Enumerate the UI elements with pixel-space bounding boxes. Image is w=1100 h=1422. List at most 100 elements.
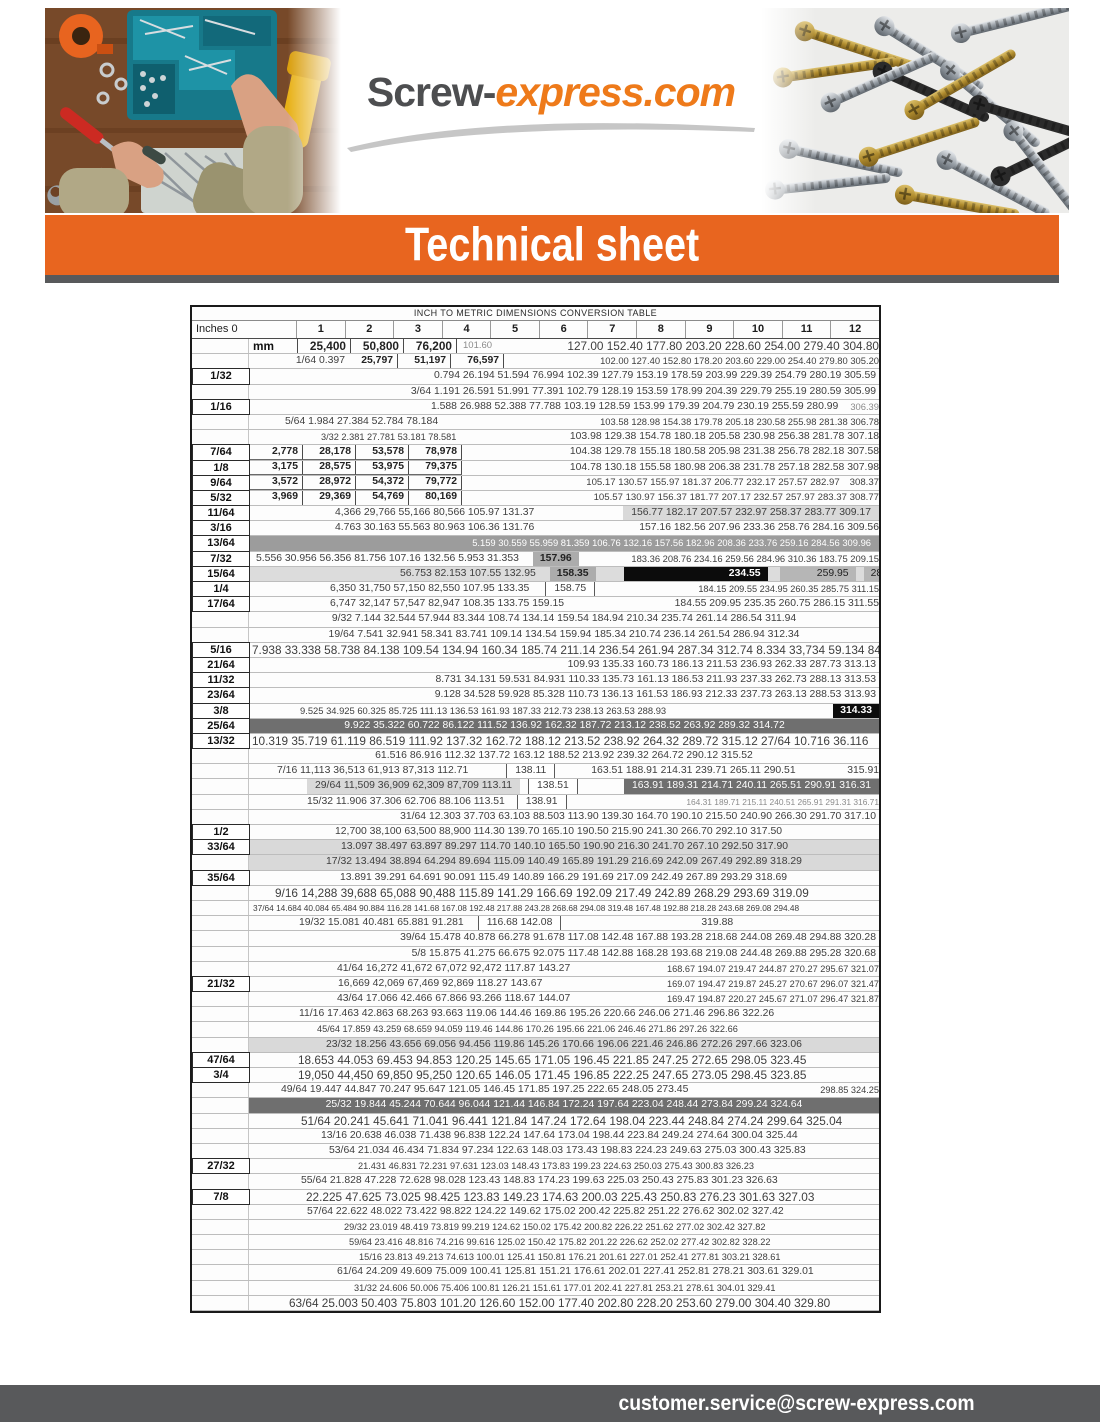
table-row: 19/32 15.081 40.481 65.881 91.281 116.68 … (192, 916, 879, 932)
row-values: 306.39 (850, 400, 879, 412)
table-row: 3/32 2.381 27.781 53.181 78.581 103.98 12… (192, 430, 879, 446)
col-header: 11 (781, 321, 831, 338)
table-row: 33/64 13.097 38.497 63.897 89.297 114.70 … (192, 839, 879, 856)
row-values: 1/64 0.397 (295, 355, 345, 367)
table-row: 35/64 13.891 39.291 64.691 90.091 115.49 … (192, 869, 879, 886)
row-values: 127.00 152.40 177.80 203.20 228.60 254.0… (567, 339, 879, 353)
table-row: 51/64 20.241 45.641 71.041 96.441 121.84… (192, 1113, 879, 1129)
row-values: 164.31 189.71 215.11 240.51 265.91 291.3… (686, 796, 879, 807)
table-row: 11/64 4,366 29,766 55,166 80,566 105.97 1… (192, 505, 879, 522)
table-row: 29/32 23.019 48.419 73.819 99.219 124.62… (192, 1219, 879, 1236)
row-values: 18.653 44.053 69.453 94.853 120.25 145.6… (298, 1052, 807, 1067)
row-values: 51/64 20.241 45.641 71.041 96.441 121.84… (301, 1113, 843, 1128)
row-values: 5.556 30.956 56.356 81.756 107.16 132.56… (256, 552, 519, 564)
row-values: 59/64 23.416 48.816 74.216 99.616 125.02… (349, 1237, 771, 1248)
row-label (192, 992, 249, 1007)
table-row: 31/32 24.606 50.006 75.406 100.81 126.21… (192, 1280, 879, 1296)
table-row: 25/32 19.844 45.244 70.644 96.044 121.44… (192, 1098, 879, 1114)
table-row: 3/16 4.763 30.163 55.563 80.963 106.36 13… (192, 520, 879, 537)
row-values: 183.36 208.76 234.16 259.56 284.96 310.3… (631, 552, 879, 564)
row-values: 76,597 (451, 354, 504, 369)
col-header: 4 (441, 321, 491, 338)
table-row: 11/16 17.463 42.863 68.263 93.663 119.06… (192, 1007, 879, 1023)
table-row: 1/16 1.588 26.988 52.388 77.788 103.19 12… (192, 398, 879, 415)
table-row: 55/64 21.828 47.228 72.628 98.028 123.43… (192, 1174, 879, 1190)
row-values: 138.11 (506, 764, 556, 779)
row-values: 13/16 20.638 46.038 71.438 96.838 122.24… (321, 1129, 798, 1141)
header: Screw-express.com (45, 8, 1069, 213)
row-values: mm (249, 339, 298, 354)
row-values: 1.588 26.988 52.388 77.788 103.19 128.59… (430, 400, 839, 412)
row-label: 33/64 (192, 839, 250, 856)
row-values: 102.00 127.40 152.80 178.20 203.60 229.0… (600, 355, 879, 367)
row-values: 51,197 (398, 354, 451, 369)
contact-email[interactable]: customer.service@screw-express.com (618, 1391, 975, 1415)
col-header: 9 (684, 321, 734, 338)
row-values: 169.07 194.47 219.87 245.27 270.67 296.0… (666, 978, 879, 989)
table-row: 15/64 56.753 82.153 107.55 132.95 158.35 23… (192, 565, 879, 582)
row-label: 47/64 (192, 1051, 250, 1068)
row-values: 2,778 (250, 445, 303, 460)
row-label (192, 1128, 249, 1143)
table-row: 53/64 21.034 46.434 71.834 97.234 122.63… (192, 1143, 879, 1160)
row-label (192, 931, 249, 946)
row-values: 3/64 1.191 26.591 51.991 77.391 102.79 1… (410, 385, 876, 397)
table-row: 21/64 109.93 135.33 160.73 186.13 211.53 … (192, 656, 879, 674)
row-values: 7/16 11,113 36,513 61,913 87,313 112.71 (277, 765, 469, 777)
row-label: 3/8 (192, 702, 250, 719)
row-label (192, 749, 249, 764)
row-label: 13/64 (192, 535, 250, 552)
row-values: 7.938 33.338 58.738 84.138 109.54 134.94… (252, 642, 879, 657)
table-row: 45/64 17.859 43.259 68.659 94.059 119.46… (192, 1022, 879, 1038)
table-row: 5/16 7.938 33.338 58.738 84.138 109.54 13… (192, 641, 879, 658)
row-values: 22.225 47.625 73.025 98.425 123.83 149.2… (306, 1189, 815, 1204)
row-values: 21.431 46.831 72.231 97.631 123.03 148.4… (358, 1161, 754, 1172)
row-label: 13/32 (192, 732, 250, 750)
row-values: 103.98 129.38 154.78 180.18 205.58 230.9… (569, 431, 879, 443)
row-values: 61.516 86.916 112.32 137.72 163.12 188.5… (375, 750, 753, 762)
table-row: 5/8 15.875 41.275 66.675 92.075 117.48 1… (192, 946, 879, 962)
row-label: 1/4 (192, 581, 250, 598)
row-values: 3,969 (250, 490, 303, 506)
table-row: 47/64 18.653 44.053 69.453 94.853 120.25 … (192, 1051, 879, 1068)
row-values: 184.55 209.95 235.35 260.75 286.15 311.5… (674, 598, 879, 610)
table-row: 61.516 86.916 112.32 137.72 163.12 188.5… (192, 749, 879, 765)
row-values: 9.922 35.322 60.722 86.122 111.52 136.92… (250, 718, 879, 733)
table-row: 13/64 5.159 30.559 55.959 81.359 106.76 1… (192, 535, 879, 552)
row-values: 9.525 34.925 60.325 85.725 111.13 136.53… (300, 704, 667, 716)
table-row: 59/64 23.416 48.816 74.216 99.616 125.02… (192, 1235, 879, 1251)
row-values: 157.16 182.56 207.96 233.36 258.76 284.1… (639, 522, 879, 534)
row-label: 3/4 (192, 1067, 250, 1084)
row-values: 55/64 21.828 47.228 72.628 98.028 123.43… (301, 1175, 778, 1187)
row-values: 29/32 23.019 48.419 73.819 99.219 124.62… (344, 1221, 766, 1232)
row-values: 19,050 44,450 69,850 95,250 120.65 146.0… (298, 1068, 807, 1082)
table-row: 3/64 1.191 26.591 51.991 77.391 102.79 1… (192, 384, 879, 400)
row-label: 1/16 (192, 398, 250, 415)
row-values: 54,372 (356, 475, 409, 490)
row-values: 25,400 (298, 339, 351, 354)
row-label (192, 809, 249, 824)
row-values: 315.91 (847, 765, 879, 777)
footer: customer.service@screw-express.com (0, 1385, 1100, 1422)
row-values: 109.93 135.33 160.73 186.13 211.53 236.9… (567, 658, 876, 670)
table-title: INCH TO METRIC DIMENSIONS CONVERSION TAB… (192, 307, 879, 321)
row-values: 5/8 15.875 41.275 66.675 92.075 117.48 1… (411, 947, 876, 959)
row-values: 3,572 (250, 475, 303, 490)
row-values: 314.33 (833, 703, 879, 718)
table-row: 43/64 17.066 42.466 67.866 93.266 118.67… (192, 992, 879, 1008)
logo-part2: express.com (495, 69, 736, 115)
row-values: 76,200 (404, 339, 457, 354)
row-values: 61/64 24.209 49.609 75.009 100.41 125.81… (337, 1266, 814, 1278)
table-row: 5/32 3,969 29,369 54,769 80,169 105.57 130.97… (192, 489, 879, 507)
row-values: 0.794 26.194 51.594 76.994 102.39 127.79… (433, 370, 876, 382)
table-row: 15/16 23.813 49.213 74.613 100.01 125.41… (192, 1250, 879, 1266)
row-label: 1/32 (192, 368, 250, 385)
col-header: 2 (344, 321, 394, 338)
logo-swoosh (347, 123, 755, 152)
table-row: 15/32 11.906 37.306 62.706 88.106 113.51… (192, 794, 879, 810)
row-label (192, 779, 249, 794)
row-values: 4.763 30.163 55.563 80.963 106.36 131.76 (335, 522, 535, 534)
row-values: 3/32 2.381 27.781 53.181 78.581 (321, 432, 457, 443)
row-values: 37/64 14.684 40.084 65.484 90.884 116.28… (253, 902, 800, 913)
row-values: 234.55 (623, 566, 768, 581)
